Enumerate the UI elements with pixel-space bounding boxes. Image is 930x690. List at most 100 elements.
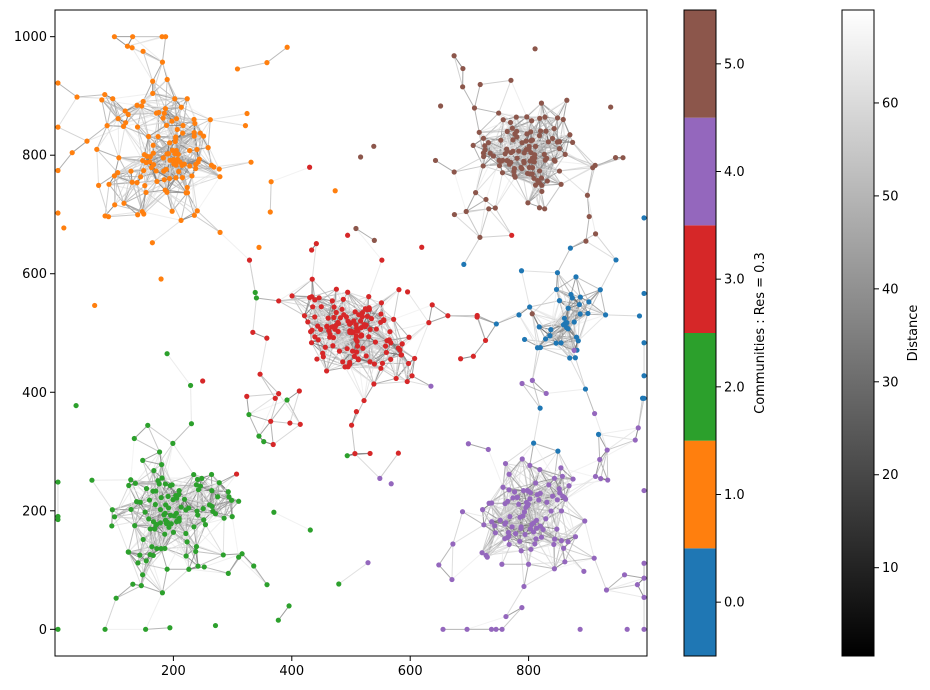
network-edge	[182, 176, 220, 179]
x-axis: 200 400 600 800	[161, 656, 541, 679]
network-node	[379, 257, 385, 263]
network-edge	[454, 214, 481, 238]
network-edge	[198, 119, 211, 160]
network-edge	[544, 184, 562, 210]
network-edge	[351, 425, 356, 454]
network-edge	[606, 574, 625, 591]
network-node	[529, 118, 535, 124]
network-edge	[76, 94, 105, 98]
network-edge	[553, 544, 585, 572]
network-node	[371, 361, 377, 367]
network-edge	[540, 525, 557, 530]
network-node	[113, 595, 119, 601]
network-edge	[96, 118, 119, 150]
network-edge	[483, 119, 504, 139]
network-node	[191, 116, 197, 123]
network-node	[344, 346, 350, 352]
network-edge	[104, 94, 119, 119]
network-node	[532, 152, 538, 158]
network-node	[191, 524, 197, 530]
network-edge	[478, 112, 500, 133]
network-node	[451, 169, 457, 175]
network-edge	[482, 503, 519, 511]
network-node	[506, 471, 512, 477]
network-edge	[215, 499, 232, 515]
network-edge	[465, 192, 477, 212]
network-node	[172, 138, 178, 145]
network-edge	[147, 425, 161, 453]
network-node	[486, 500, 492, 506]
network-node	[180, 130, 186, 136]
network-edge	[211, 499, 232, 507]
network-node	[110, 96, 116, 102]
network-edge	[256, 297, 279, 302]
network-node	[163, 34, 169, 40]
network-node	[170, 440, 176, 446]
network-node	[178, 504, 184, 510]
network-node	[248, 159, 254, 165]
network-node	[451, 53, 457, 59]
network-node	[558, 538, 565, 544]
network-edge	[172, 443, 195, 475]
network-node	[354, 349, 360, 355]
network-edge	[246, 396, 250, 415]
network-edge	[529, 465, 531, 493]
network-node	[355, 356, 361, 362]
network-node	[170, 529, 177, 535]
network-node	[96, 182, 102, 189]
network-node	[432, 157, 439, 164]
network-node	[146, 516, 152, 522]
network-edge	[210, 119, 246, 127]
network-node	[476, 129, 482, 135]
network-edge	[488, 473, 510, 504]
network-edge	[599, 259, 617, 290]
network-node	[297, 421, 303, 427]
network-edge	[379, 452, 399, 479]
network-node	[525, 200, 531, 206]
network-edge	[393, 304, 433, 320]
network-edge	[465, 199, 487, 212]
network-edge	[505, 442, 534, 464]
network-node	[352, 451, 358, 457]
network-node	[199, 475, 205, 481]
network-edge	[123, 126, 145, 155]
network-edge	[502, 131, 532, 161]
x-tick-label: 600	[398, 664, 423, 679]
network-edge	[104, 184, 110, 217]
network-node	[537, 115, 543, 121]
network-edge	[560, 540, 566, 562]
network-node	[167, 140, 173, 146]
network-node	[183, 190, 189, 196]
network-node	[333, 309, 339, 316]
network-node	[511, 489, 518, 495]
network-node	[139, 572, 146, 578]
network-node	[537, 466, 543, 473]
network-node	[229, 514, 235, 520]
network-node	[521, 583, 527, 590]
network-node	[308, 340, 315, 346]
network-edge	[96, 125, 108, 150]
network-node	[225, 570, 231, 577]
network-edge	[557, 450, 574, 480]
network-node	[531, 440, 537, 446]
network-edge	[453, 156, 484, 173]
network-node	[524, 170, 531, 177]
network-node	[527, 496, 533, 502]
network-edge	[559, 170, 588, 196]
network-edge	[385, 352, 397, 379]
network-edge	[374, 352, 387, 365]
network-node	[509, 524, 515, 530]
network-edge	[152, 464, 163, 492]
network-edge	[556, 499, 576, 537]
network-node	[178, 104, 184, 110]
network-node	[534, 492, 540, 498]
network-edge	[549, 335, 577, 338]
network-edge	[540, 347, 570, 359]
network-edge	[361, 327, 388, 342]
network-edge	[181, 106, 211, 121]
network-node	[404, 378, 410, 385]
network-edge	[144, 125, 167, 155]
network-node	[503, 520, 509, 526]
network-edge	[91, 479, 113, 511]
network-node	[172, 96, 178, 102]
